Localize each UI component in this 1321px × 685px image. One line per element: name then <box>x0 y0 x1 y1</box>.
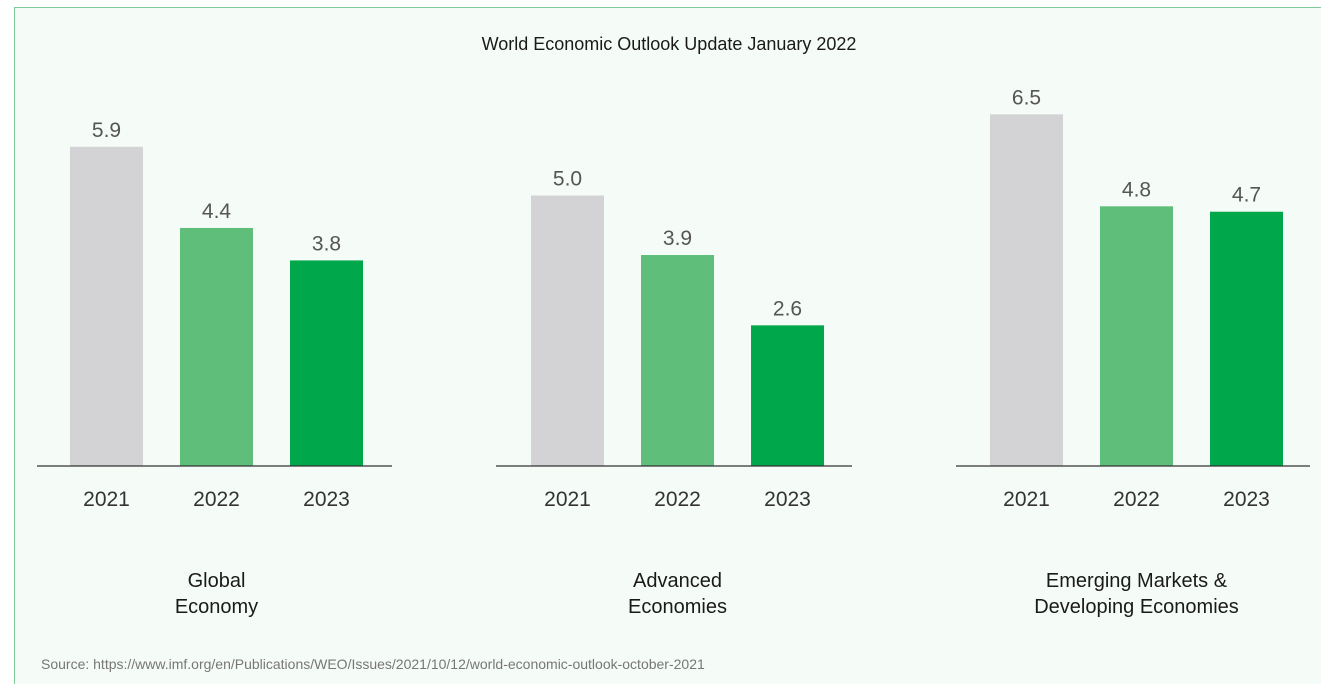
group-label: Developing Economies <box>1034 596 1239 618</box>
chart-title: World Economic Outlook Update January 20… <box>482 34 857 54</box>
bar-3-2023 <box>1210 211 1283 466</box>
data-label: 3.9 <box>663 227 692 250</box>
bar-3-2022 <box>1100 206 1173 466</box>
bar-chart: World Economic Outlook Update January 20… <box>37 34 1310 672</box>
group-label: Advanced <box>633 570 722 592</box>
x-tick-label: 2021 <box>1003 488 1050 511</box>
bar-2-2021 <box>531 195 604 466</box>
group-label: Economy <box>175 596 258 618</box>
bar-2-2023 <box>751 325 824 466</box>
x-tick-label: 2023 <box>1223 488 1270 511</box>
x-tick-label: 2021 <box>544 488 591 511</box>
data-label: 4.7 <box>1232 184 1261 207</box>
data-label: 3.8 <box>312 232 341 255</box>
x-tick-label: 2021 <box>83 488 130 511</box>
x-tick-label: 2023 <box>303 488 350 511</box>
data-label: 6.5 <box>1012 86 1041 109</box>
data-label: 5.0 <box>553 168 582 191</box>
data-label: 2.6 <box>773 297 802 320</box>
group-label: Emerging Markets & <box>1046 570 1228 592</box>
group-label: Global <box>188 570 246 592</box>
bar-1-2022 <box>180 227 253 466</box>
x-tick-label: 2022 <box>1113 488 1160 511</box>
data-label: 5.9 <box>92 119 121 142</box>
bar-2-2022 <box>641 255 714 466</box>
group-label: Economies <box>628 596 727 618</box>
source-note: Source: https://www.imf.org/en/Publicati… <box>41 656 705 672</box>
x-tick-label: 2023 <box>764 488 811 511</box>
bar-3-2021 <box>990 114 1063 466</box>
bar-1-2023 <box>290 260 363 466</box>
x-tick-label: 2022 <box>193 488 240 511</box>
chart-frame: World Economic Outlook Update January 20… <box>14 7 1321 684</box>
x-tick-label: 2022 <box>654 488 701 511</box>
data-label: 4.8 <box>1122 178 1151 201</box>
bar-1-2021 <box>70 146 143 466</box>
data-label: 4.4 <box>202 200 232 223</box>
